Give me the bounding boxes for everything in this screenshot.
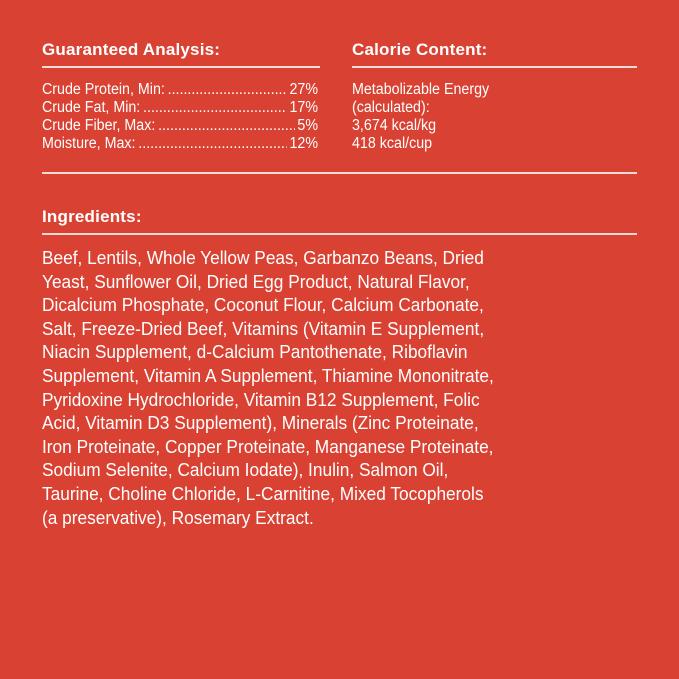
analysis-label: Crude Fiber, Max: xyxy=(42,117,156,134)
analysis-value: 5% xyxy=(297,117,318,134)
ingredients-line: Beef, Lentils, Whole Yellow Peas, Garban… xyxy=(42,248,484,268)
ingredients-line: Yeast, Sunflower Oil, Dried Egg Product,… xyxy=(42,271,470,292)
analysis-value: 17% xyxy=(289,99,318,116)
ingredients-line: Dicalcium Phosphate, Coconut Flour, Calc… xyxy=(42,295,484,316)
ingredients-line: Iron Proteinate, Copper Proteinate, Mang… xyxy=(42,436,494,457)
ingredients-list: Beef, Lentils, Whole Yellow Peas, Garban… xyxy=(42,247,513,530)
divider xyxy=(352,66,637,68)
divider xyxy=(42,66,320,68)
analysis-row: Crude Protein, Min: 27% xyxy=(42,81,318,99)
analysis-row: Crude Fat, Min: 17% xyxy=(42,99,318,117)
ingredients-title: Ingredients: xyxy=(42,207,142,226)
ingredients-line: Niacin Supplement, d-Calcium Pantothenat… xyxy=(42,342,468,363)
calorie-content-title: Calorie Content: xyxy=(352,40,488,59)
ingredients-line: Taurine, Choline Chloride, L-Carnitine, … xyxy=(42,483,484,504)
ingredients-line: Sodium Selenite, Calcium Iodate), Inulin… xyxy=(42,460,449,481)
analysis-row: Crude Fiber, Max: 5% xyxy=(42,117,318,135)
ingredients-line: Salt, Freeze-Dried Beef, Vitamins (Vitam… xyxy=(42,318,485,339)
analysis-row: Moisture, Max: 12% xyxy=(42,135,318,153)
calorie-line: (calculated): xyxy=(352,99,430,116)
calorie-line: 3,674 kcal/kg xyxy=(352,117,437,134)
guaranteed-analysis-title: Guaranteed Analysis: xyxy=(42,40,221,59)
ingredients-line: (a preservative), Rosemary Extract. xyxy=(42,507,314,528)
divider xyxy=(42,233,637,235)
ingredients-line: Pyridoxine Hydrochloride, Vitamin B12 Su… xyxy=(42,389,480,410)
analysis-value: 27% xyxy=(289,81,318,98)
analysis-label: Moisture, Max: xyxy=(42,135,136,152)
divider xyxy=(42,172,637,174)
analysis-label: Crude Protein, Min: xyxy=(42,81,165,98)
analysis-label: Crude Fat, Min: xyxy=(42,99,141,116)
ingredients-line: Supplement, Vitamin A Supplement, Thiami… xyxy=(42,365,494,386)
analysis-value: 12% xyxy=(289,135,318,152)
ingredients-line: Acid, Vitamin D3 Supplement), Minerals (… xyxy=(42,413,479,434)
calorie-line: 418 kcal/cup xyxy=(352,135,433,152)
calorie-line: Metabolizable Energy xyxy=(352,81,490,98)
